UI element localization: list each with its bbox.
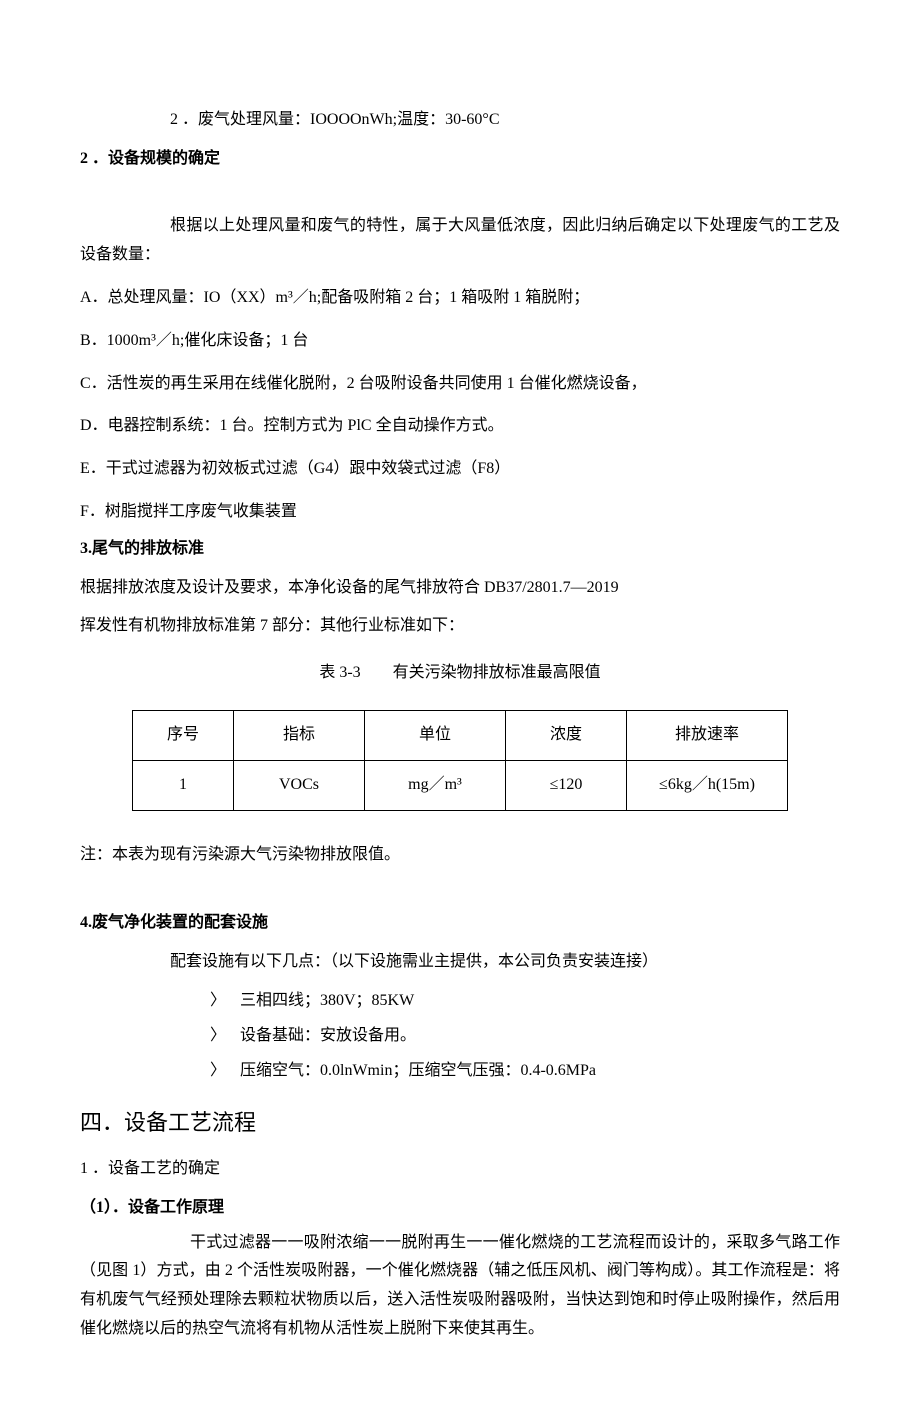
item-e: E．干式过滤器为初效板式过滤（G4）跟中效袋式过滤（F8） [80,455,840,484]
section-3-p1: 根据排放浓度及设计及要求，本净化设备的尾气排放符合 DB37/2801.7—20… [80,574,840,603]
sub-1-1-title: （1）．设备工作原理 [80,1194,840,1223]
section-4-intro: 配套设施有以下几点：（以下设施需业主提供，本公司负责安装连接） [80,948,840,977]
section-2-title-text: 2 ．设备规模的确定 [80,150,220,167]
section-4-title: 4.废气净化装置的配套设施 [80,909,840,938]
section-3-title: 3.尾气的排放标准 [80,535,840,564]
table-body: 1VOCsmg／m³≤120≤6kg／h(15m) [133,760,788,810]
table-col-header: 序号 [133,710,234,760]
bullet-text: 三相四线；380V；85KW [240,992,414,1009]
chevron-right-icon: 〉 [210,987,226,1016]
table-cell: ≤6kg／h(15m) [627,760,788,810]
table-row: 1VOCsmg／m³≤120≤6kg／h(15m) [133,760,788,810]
chevron-right-icon: 〉 [210,1057,226,1086]
bullet-text: 设备基础：安放设备用。 [240,1027,416,1044]
table-col-header: 浓度 [506,710,627,760]
section-2-intro-text: 根据以上处理风量和废气的特性，属于大风量低浓度，因此归纳后确定以下处理废气的工艺… [80,212,840,270]
section-2-title: 2 ．设备规模的确定 [80,145,840,174]
table-cell: 1 [133,760,234,810]
bullet-list: 〉三相四线；380V；85KW〉设备基础：安放设备用。〉压缩空气：0.0lnWm… [80,987,840,1085]
bullet-item: 〉三相四线；380V；85KW [80,987,840,1016]
param-line-2: 2 ．废气处理风量：IOOOOnWh;温度：30-60°C [80,106,840,135]
table-col-header: 单位 [365,710,506,760]
section-four-title: 四．设备工艺流程 [80,1103,840,1143]
bullet-item: 〉设备基础：安放设备用。 [80,1022,840,1051]
sub-1-title: 1 ．设备工艺的确定 [80,1155,840,1184]
item-c: C．活性炭的再生采用在线催化脱附，2 台吸附设备共同使用 1 台催化燃烧设备， [80,370,840,399]
table-header-row: 序号指标单位浓度排放速率 [133,710,788,760]
table-caption: 表 3-3 有关污染物排放标准最高限值 [80,659,840,688]
item-f: F．树脂搅拌工序废气收集装置 [80,498,840,527]
section-2-intro: 根据以上处理风量和废气的特性，属于大风量低浓度，因此归纳后确定以下处理废气的工艺… [80,184,840,270]
sub-1-1-title-text: （1）．设备工作原理 [80,1199,224,1216]
table-head: 序号指标单位浓度排放速率 [133,710,788,760]
section-3-p2: 挥发性有机物排放标准第 7 部分：其他行业标准如下： [80,612,840,641]
table-col-header: 指标 [234,710,365,760]
bullet-text: 压缩空气：0.0lnWmin；压缩空气压强：0.4-0.6MPa [240,1062,596,1079]
section-3-note: 注：本表为现有污染源大气污染物排放限值。 [80,841,840,870]
item-b: B．1000m³／h;催化床设备；1 台 [80,327,840,356]
sub-1-1-body-text: 干式过滤器一一吸附浓缩一一脱附再生一一催化燃烧的工艺流程而设计的，采取多气路工作… [80,1229,840,1344]
sub-1-1-body: 干式过滤器一一吸附浓缩一一脱附再生一一催化燃烧的工艺流程而设计的，采取多气路工作… [80,1229,840,1344]
table-cell: ≤120 [506,760,627,810]
item-a: A．总处理风量：IO（XX）m³／h;配备吸附箱 2 台；1 箱吸附 1 箱脱附… [80,284,840,313]
bullet-item: 〉压缩空气：0.0lnWmin；压缩空气压强：0.4-0.6MPa [80,1057,840,1086]
table-cell: mg／m³ [365,760,506,810]
emission-table: 序号指标单位浓度排放速率 1VOCsmg／m³≤120≤6kg／h(15m) [132,710,788,811]
table-cell: VOCs [234,760,365,810]
item-d: D．电器控制系统：1 台。控制方式为 PlC 全自动操作方式。 [80,412,840,441]
table-col-header: 排放速率 [627,710,788,760]
chevron-right-icon: 〉 [210,1022,226,1051]
